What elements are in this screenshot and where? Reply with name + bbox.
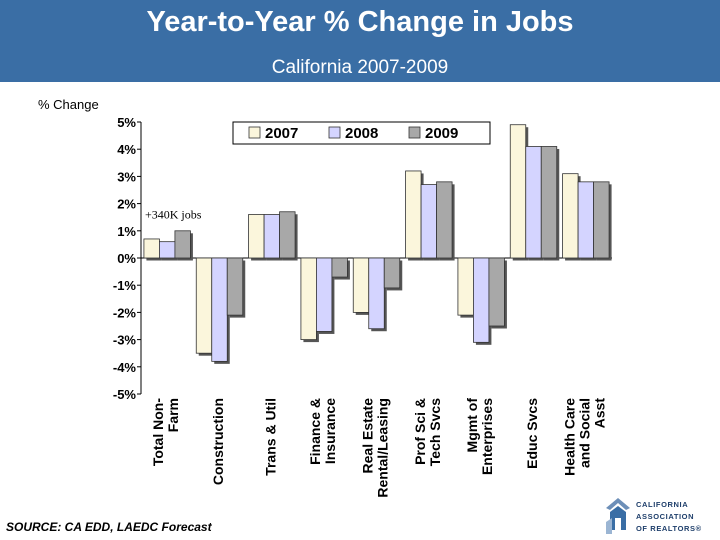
bar xyxy=(331,257,348,278)
category-label: Farm xyxy=(165,398,181,432)
page-title: Year-to-Year % Change in Jobs xyxy=(146,6,574,38)
bar-chart: % Change 5% 4% 3% 2% 1% 0% -1% -2% -3% -4% -5% +340K… xyxy=(38,97,612,498)
category-label: Real Estate xyxy=(360,398,376,474)
y-tick-label: -4% xyxy=(113,360,137,375)
category-label: Total Non- xyxy=(150,398,166,467)
category-label: Asst xyxy=(591,398,607,429)
bar xyxy=(211,257,228,362)
y-tick-label: 3% xyxy=(117,169,136,184)
bar xyxy=(457,257,474,316)
bar xyxy=(436,181,453,259)
bar xyxy=(159,241,176,259)
category-label: Health Care xyxy=(561,398,577,476)
category-label: Trans & Util xyxy=(262,398,278,476)
category-label: Educ Svcs xyxy=(524,398,540,469)
bar xyxy=(248,214,265,259)
category-label: Construction xyxy=(210,398,226,485)
category-label: Finance & xyxy=(307,398,323,465)
y-tick-label: 0% xyxy=(117,251,136,266)
logo-line-3: OF REALTORS® xyxy=(636,524,702,533)
source-note: SOURCE: CA EDD, LAEDC Forecast xyxy=(6,520,212,534)
legend-label: 2008 xyxy=(345,125,378,142)
y-tick-label: 4% xyxy=(117,142,136,157)
bar xyxy=(525,146,542,259)
y-tick-label: 5% xyxy=(117,115,136,130)
bar xyxy=(509,124,527,259)
bar xyxy=(473,257,490,343)
bar xyxy=(368,257,385,330)
annotation-label: +340K jobs xyxy=(145,208,202,222)
bar xyxy=(405,170,422,259)
legend-swatch xyxy=(408,126,421,139)
bar xyxy=(540,146,558,259)
bar xyxy=(562,173,579,259)
legend-swatch xyxy=(248,126,261,139)
y-tick-label: -5% xyxy=(113,387,137,402)
legend-label: 2009 xyxy=(425,125,458,142)
car-logo: CALIFORNIA ASSOCIATION OF REALTORS® xyxy=(604,494,716,538)
bar xyxy=(195,257,213,354)
bar xyxy=(593,181,610,259)
bar xyxy=(263,214,280,259)
bar xyxy=(488,257,505,327)
category-label: Mgmt of xyxy=(464,398,480,453)
y-tick-label: -2% xyxy=(113,305,137,320)
bar xyxy=(352,257,370,313)
page-subtitle: California 2007-2009 xyxy=(271,57,449,78)
bar xyxy=(174,230,191,259)
bar xyxy=(383,257,401,289)
category-label: Prof Sci & xyxy=(412,398,428,465)
bar xyxy=(316,257,333,332)
bar xyxy=(143,238,160,259)
logo-line-1: CALIFORNIA xyxy=(636,500,689,509)
header-bar: Year-to-Year % Change in Jobs California… xyxy=(0,0,720,82)
category-label: and Social xyxy=(576,398,592,468)
y-tick-label: 1% xyxy=(117,224,136,239)
bar xyxy=(300,257,317,340)
y-tick-label: -1% xyxy=(113,278,137,293)
logo-icon xyxy=(606,498,630,534)
y-tick-label: 2% xyxy=(117,197,136,212)
category-label: Rental/Leasing xyxy=(375,398,391,498)
legend-box xyxy=(232,121,491,145)
y-axis-label: % Change xyxy=(38,97,99,112)
category-label: Enterprises xyxy=(479,398,495,475)
bar xyxy=(420,184,437,259)
bar xyxy=(226,257,244,316)
category-label: Insurance xyxy=(322,398,338,464)
logo-line-2: ASSOCIATION xyxy=(636,512,695,521)
y-tick-label: -3% xyxy=(113,333,137,348)
bar xyxy=(577,181,594,259)
bar xyxy=(279,211,296,259)
legend-swatch xyxy=(328,126,341,139)
category-label: Tech Svcs xyxy=(427,398,443,466)
legend-label: 2007 xyxy=(265,125,298,142)
